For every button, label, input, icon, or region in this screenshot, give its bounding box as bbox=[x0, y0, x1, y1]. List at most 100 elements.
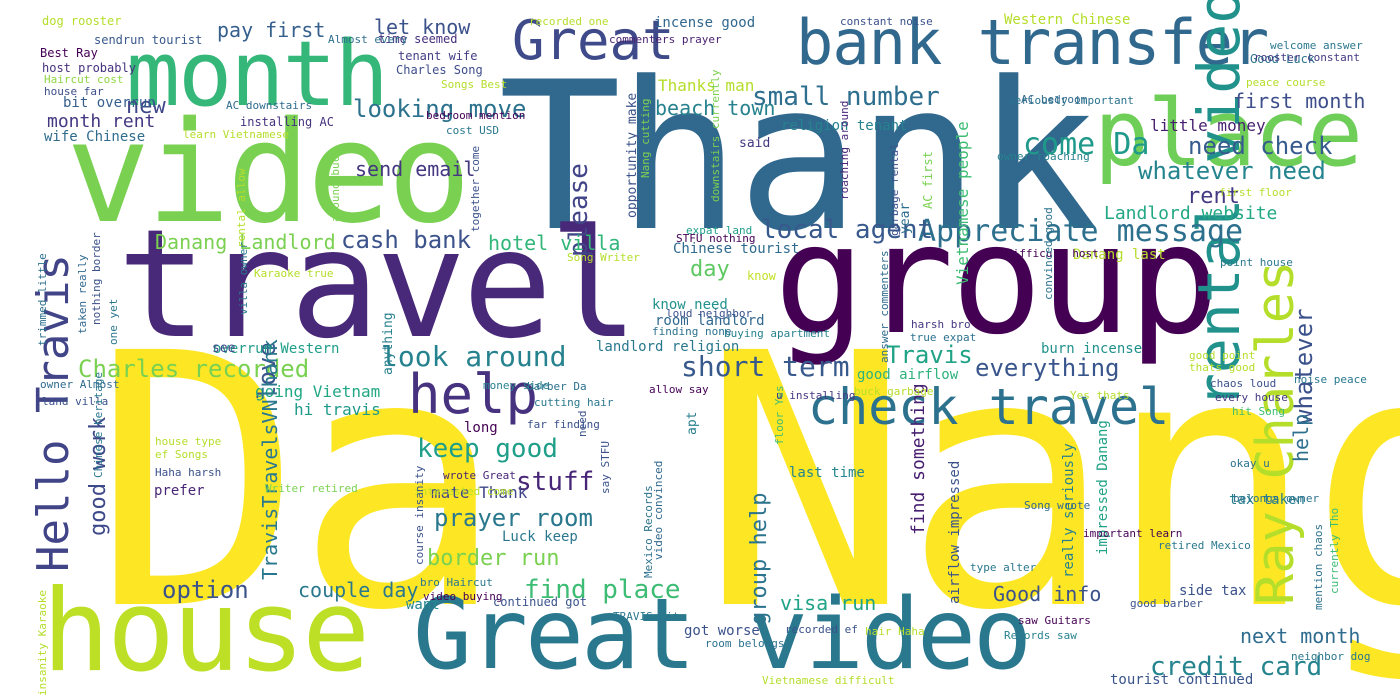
word: let know bbox=[374, 15, 471, 39]
word: beach town bbox=[655, 96, 776, 120]
word: good barber bbox=[1130, 597, 1203, 610]
word: house bbox=[42, 565, 370, 697]
word: video bbox=[66, 92, 471, 255]
word: place bbox=[1094, 80, 1363, 187]
word: barber Da bbox=[527, 380, 587, 393]
word: overrun Western bbox=[213, 341, 340, 357]
word: land villa bbox=[42, 395, 109, 408]
word: incense good bbox=[654, 15, 756, 31]
word: room belongs bbox=[705, 637, 785, 650]
word: every house bbox=[1215, 391, 1288, 404]
word: seriously important bbox=[1008, 94, 1134, 107]
word: answer commenters bbox=[878, 250, 891, 363]
word: Vietnamese difficult bbox=[762, 674, 895, 687]
word: new bbox=[126, 94, 166, 119]
word: landlord religion bbox=[596, 339, 740, 355]
word: TRAVIS hit bbox=[613, 610, 680, 623]
word: look around bbox=[381, 340, 567, 373]
word: AC first bbox=[921, 151, 935, 209]
word: local agent bbox=[761, 215, 934, 245]
word: peace course bbox=[1246, 76, 1326, 89]
word: everything bbox=[975, 354, 1120, 382]
word: currently Tho bbox=[1328, 507, 1341, 594]
word: rent bbox=[1187, 184, 1240, 209]
word: Song Writer bbox=[567, 251, 640, 264]
word: tourist continued bbox=[1110, 672, 1254, 688]
word: Thank bbox=[498, 39, 1099, 277]
word: welcome answer bbox=[1270, 39, 1363, 52]
word: Thanks man bbox=[658, 76, 755, 95]
word: going Vietnam bbox=[255, 382, 381, 401]
word: Songs Best bbox=[441, 78, 508, 91]
word: convinced good bbox=[1042, 207, 1055, 300]
word: TravisTravelsVNThank bbox=[258, 339, 282, 580]
word: hair Haha bbox=[865, 625, 925, 638]
word: burn incense bbox=[1041, 341, 1143, 357]
word: sendrun tourist bbox=[94, 33, 203, 47]
word: Great bbox=[512, 9, 675, 72]
word: border run bbox=[427, 546, 560, 571]
word: STFU nothing bbox=[676, 232, 756, 245]
word: group help bbox=[747, 492, 772, 625]
word: interested come bbox=[414, 485, 514, 498]
word: okay u bbox=[1230, 457, 1270, 470]
word: roaching around bbox=[838, 100, 851, 200]
word: Danang last bbox=[1073, 247, 1166, 263]
word: need bbox=[576, 410, 589, 438]
word: month bbox=[126, 22, 389, 127]
word: small number bbox=[752, 82, 940, 112]
word: video convinced bbox=[652, 460, 665, 560]
word: trimmed little bbox=[36, 253, 49, 346]
word: religion tenant bbox=[781, 118, 908, 134]
word: see bbox=[212, 341, 236, 356]
word: pay first bbox=[217, 18, 326, 42]
word: got worse bbox=[684, 623, 760, 639]
word: buying apartment bbox=[724, 327, 830, 340]
word: wrote Great bbox=[443, 469, 516, 482]
word: nothing border bbox=[90, 232, 103, 325]
word: room landlord bbox=[655, 313, 765, 329]
word: bank transfer bbox=[796, 6, 1269, 79]
word: difficult host bbox=[1006, 247, 1099, 260]
word: Records saw bbox=[1004, 629, 1077, 642]
word: first month bbox=[1233, 89, 1366, 113]
word: say STFU bbox=[599, 441, 612, 494]
word: tax taken bbox=[1229, 492, 1305, 508]
word: opportunity make bbox=[625, 92, 640, 218]
word: chaos loud bbox=[1210, 377, 1277, 390]
word: help bbox=[408, 363, 539, 426]
word: whatever need bbox=[1138, 157, 1326, 185]
word: around buck bbox=[329, 149, 342, 222]
word: u installing bbox=[776, 389, 856, 402]
word: bedroom mention bbox=[426, 109, 526, 122]
word: Song wrote bbox=[1024, 499, 1091, 512]
word: good airflow bbox=[857, 367, 959, 383]
word: credit card bbox=[1150, 652, 1323, 682]
word: day bbox=[690, 257, 730, 282]
word: travel bbox=[117, 198, 639, 372]
word: owner roaching bbox=[997, 150, 1090, 163]
word: AC downstairs bbox=[226, 99, 313, 112]
word: wife Chinese bbox=[44, 129, 146, 145]
word: rooster constant bbox=[1254, 51, 1360, 64]
word: cash bank bbox=[341, 226, 472, 254]
word: saw Guitars bbox=[1018, 614, 1091, 627]
word: Writer retired bbox=[265, 482, 358, 495]
word: anything bbox=[381, 312, 396, 375]
word: cost USD bbox=[446, 124, 499, 137]
word: Best Ray bbox=[40, 46, 98, 60]
word: important learn bbox=[1083, 527, 1183, 540]
word: course insanity bbox=[413, 465, 426, 565]
word: Luck keep bbox=[502, 529, 578, 545]
word: come Da bbox=[1023, 127, 1150, 162]
word: house type bbox=[155, 435, 222, 448]
word: commenters prayer bbox=[609, 33, 722, 46]
word: Da Nang bbox=[92, 279, 1400, 687]
word: Charles Song bbox=[396, 63, 483, 77]
word: rental allow bbox=[235, 168, 248, 248]
word: noise peace bbox=[1294, 373, 1367, 386]
word: time seemed bbox=[378, 32, 458, 46]
word: last time bbox=[789, 465, 865, 481]
word: hotel villa bbox=[488, 231, 621, 255]
